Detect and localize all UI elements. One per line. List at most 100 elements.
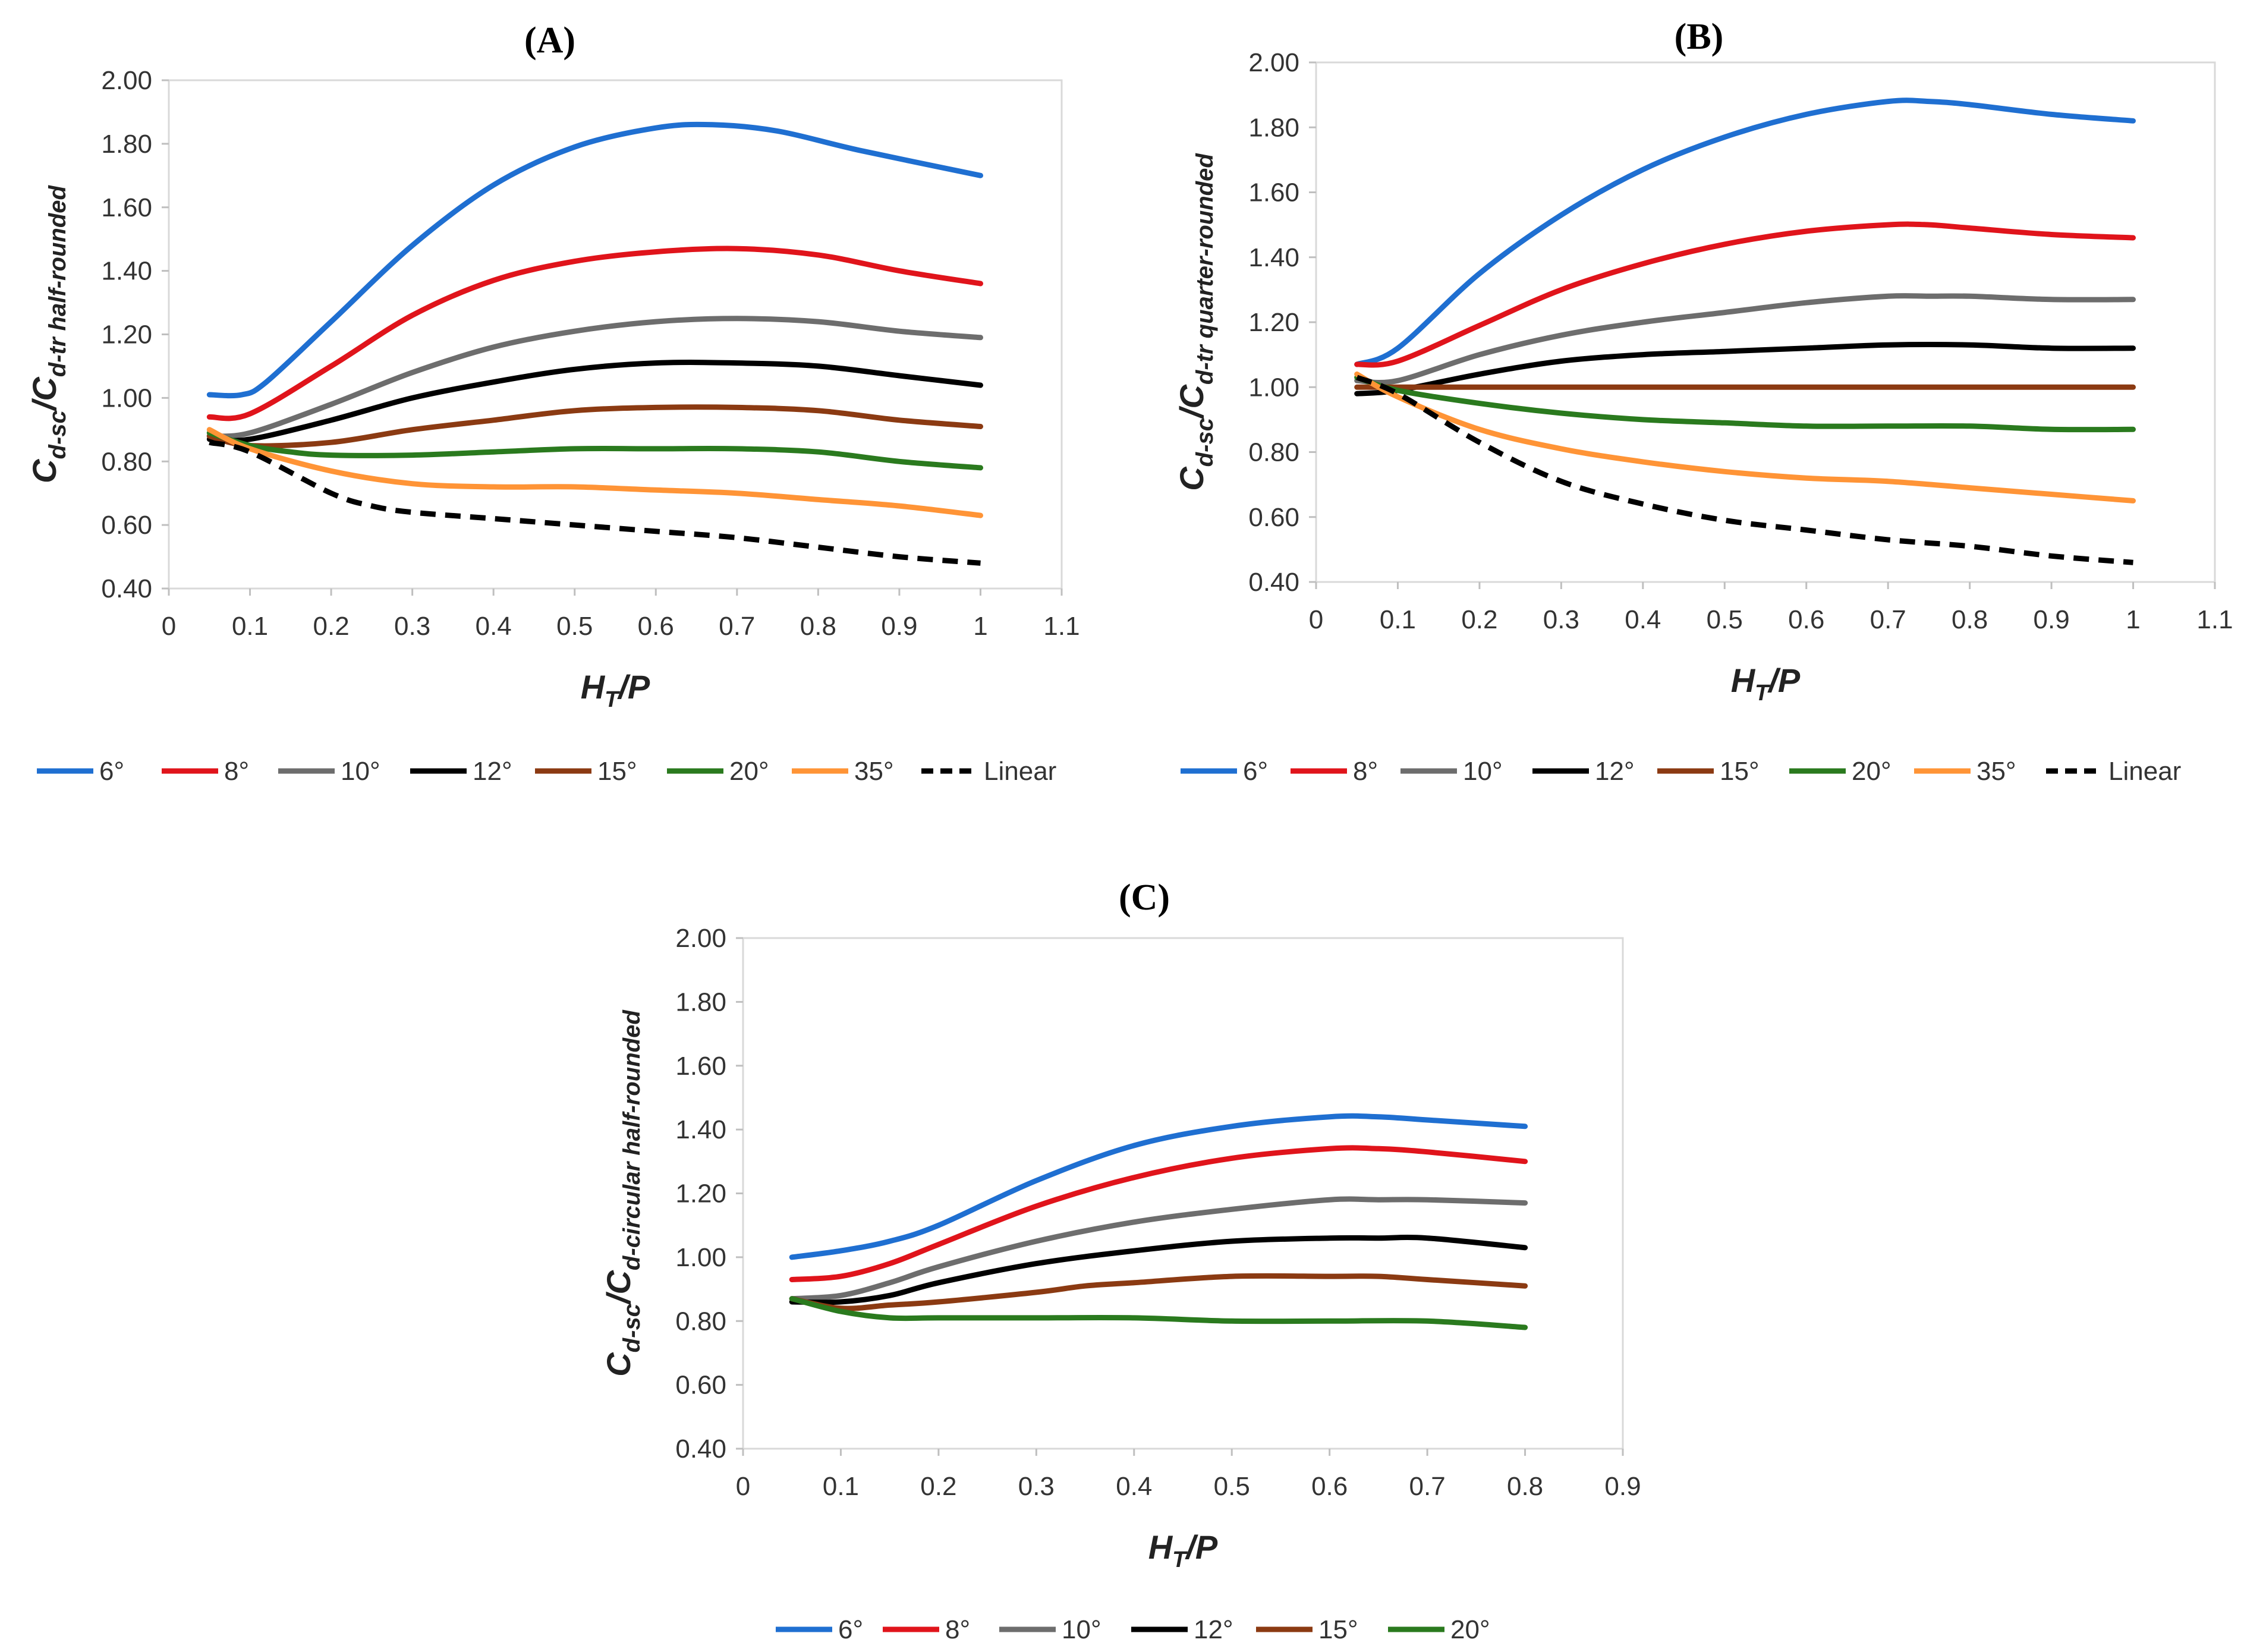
- panel-c-x-tick-label: 0.8: [1507, 1472, 1543, 1501]
- panel-a-y-tick-label: 0.60: [101, 511, 152, 540]
- panel-c-y-tick-label: 0.80: [675, 1307, 726, 1336]
- panel-c-legend-item: 20°: [1388, 1615, 1490, 1644]
- panel-a-series-line-12deg: [206, 360, 983, 443]
- panel-b-legend-label: 6°: [1243, 757, 1268, 786]
- panel-a-x-tick-label: 0.4: [476, 612, 512, 641]
- panel-a-legend-label: 6°: [99, 757, 124, 786]
- panel-c-legend-label: 12°: [1194, 1615, 1233, 1644]
- panel-a-legend-label: 12°: [473, 757, 512, 786]
- panel-c-x-tick-label: 0.1: [823, 1472, 859, 1501]
- panel-a-series-line-6deg: [206, 121, 983, 399]
- panel-c-y-tick-label: 2.00: [675, 924, 726, 953]
- panel-b-legend-label: 35°: [1977, 757, 2016, 786]
- panel-c-legend-label: 20°: [1450, 1615, 1490, 1644]
- panel-c-x-tick-label: 0.4: [1116, 1472, 1152, 1501]
- panel-b-y-tick-label: 0.40: [1248, 568, 1299, 597]
- panel-b-x-tick-label: 1: [2126, 605, 2140, 634]
- panel-b-x-tick-label: 0.6: [1788, 605, 1824, 634]
- panel-b-legend-label: 10°: [1463, 757, 1503, 786]
- panel-c-y-tick-label: 1.40: [675, 1115, 726, 1144]
- panel-a-y-tick-label: 1.80: [101, 130, 152, 159]
- panel-b-legend-item: Linear: [2046, 757, 2181, 786]
- panel-b-legend-label: Linear: [2108, 757, 2181, 786]
- panel-a-x-tick-label: 0.8: [800, 612, 836, 641]
- panel-b-legend-item: 20°: [1789, 757, 1891, 786]
- panel-c-legend-item: 8°: [883, 1615, 970, 1644]
- panel-a-y-tick-label: 2.00: [101, 66, 152, 95]
- panel-b-x-tick-label: 0.2: [1461, 605, 1497, 634]
- panel-c-y-tick-label: 1.00: [675, 1243, 726, 1272]
- panel-a-y-tick-label: 1.40: [101, 257, 152, 286]
- panel-c-legend-label: 10°: [1062, 1615, 1101, 1644]
- panel-a-legend-item: Linear: [921, 757, 1056, 786]
- panel-a-x-tick-label: 0.6: [638, 612, 674, 641]
- panel-a-legend-item: 15°: [535, 757, 637, 786]
- panel-b-plot-area: [1315, 61, 2216, 583]
- panel-b-legend-label: 20°: [1852, 757, 1891, 786]
- panel-a-series-line-15deg: [206, 404, 983, 449]
- panel-b-x-tick-label: 0.4: [1625, 605, 1661, 634]
- panel-b-x-tick-label: 0.1: [1380, 605, 1416, 634]
- panel-b-series-line-8deg: [1354, 221, 2136, 368]
- panel-b-series-line-linear: [1356, 375, 2133, 565]
- panel-a-y-tick-label: 0.80: [101, 447, 152, 476]
- panel-b-x-tick-label: 0: [1309, 605, 1323, 634]
- panel-c-legend-item: 15°: [1256, 1615, 1358, 1644]
- panel-a-x-tick-label: 1: [973, 612, 987, 641]
- panel-b-x-tick-label: 0.7: [1870, 605, 1906, 634]
- panel-c-x-tick-label: 0.7: [1409, 1472, 1446, 1501]
- panel-c-legend-label: 8°: [945, 1615, 970, 1644]
- panel-c: (C)0.400.600.801.001.201.401.601.802.000…: [600, 877, 1641, 1644]
- panel-b-y-tick-label: 1.20: [1248, 308, 1299, 337]
- panel-a-x-tick-label: 0.3: [394, 612, 430, 641]
- panel-b-legend-item: 15°: [1657, 757, 1760, 786]
- panel-c-series-line-20deg: [789, 1296, 1528, 1330]
- panel-b-series-line-10deg: [1354, 293, 2136, 386]
- panel-c-x-tick-label: 0.5: [1214, 1472, 1250, 1501]
- panel-c-series-line-10deg: [789, 1196, 1528, 1302]
- panel-b-x-tick-label: 0.5: [1707, 605, 1743, 634]
- panel-b-y-tick-label: 1.60: [1248, 178, 1299, 207]
- panel-b-legend-label: 12°: [1595, 757, 1635, 786]
- panel-a-legend-label: 15°: [597, 757, 637, 786]
- panel-c-legend-item: 10°: [999, 1615, 1101, 1644]
- panel-b-series-line-12deg: [1354, 342, 2136, 397]
- panel-a-legend-item: 20°: [667, 757, 769, 786]
- panel-c-series-line-8deg: [789, 1145, 1528, 1282]
- panel-c-legend-label: 6°: [838, 1615, 863, 1644]
- panel-a-y-tick-label: 1.60: [101, 193, 152, 222]
- panel-c-legend-item: 12°: [1131, 1615, 1233, 1644]
- panel-b-legend-label: 15°: [1720, 757, 1760, 786]
- panel-a-x-tick-label: 0.1: [232, 612, 268, 641]
- panel-a-legend-item: 12°: [410, 757, 512, 786]
- panel-a-y-tick-label: 1.00: [101, 383, 152, 413]
- panel-a-x-axis-title: HT/P: [581, 668, 650, 712]
- panel-a-legend-item: 8°: [162, 757, 249, 786]
- panel-a-legend-item: 10°: [278, 757, 380, 786]
- panel-b-legend-item: 10°: [1400, 757, 1503, 786]
- panel-a-legend-item: 6°: [37, 757, 124, 786]
- panel-b: (B)0.400.600.801.001.201.401.601.802.000…: [1173, 17, 2233, 786]
- panel-c-series-line-12deg: [789, 1235, 1528, 1305]
- panel-b-y-axis-title: Cd-sc/Cd-tr quarter-rounded: [1173, 153, 1218, 491]
- panel-a-legend-label: Linear: [984, 757, 1056, 786]
- panel-a-y-axis-title: Cd-sc/Cd-tr half-rounded: [26, 185, 71, 483]
- panel-c-x-tick-label: 0.3: [1018, 1472, 1055, 1501]
- panel-a-x-tick-label: 1.1: [1043, 612, 1079, 641]
- panel-a-x-tick-label: 0.9: [881, 612, 917, 641]
- panel-b-y-tick-label: 1.80: [1248, 113, 1299, 142]
- panel-b-x-tick-label: 1.1: [2196, 605, 2233, 634]
- panel-c-legend-item: 6°: [776, 1615, 863, 1644]
- panel-c-series-line-15deg: [789, 1273, 1528, 1311]
- panel-a-series-line-8deg: [206, 246, 983, 421]
- panel-a-series-line-linear: [209, 439, 981, 566]
- panel-b-y-tick-label: 2.00: [1248, 48, 1299, 77]
- panel-b-legend-item: 12°: [1532, 757, 1635, 786]
- panel-c-x-tick-label: 0.6: [1311, 1472, 1348, 1501]
- panel-a-y-tick-label: 0.40: [101, 574, 152, 603]
- panel-b-x-tick-label: 0.9: [2034, 605, 2070, 634]
- panel-c-legend-label: 15°: [1318, 1615, 1358, 1644]
- panel-b-title: (B): [1675, 17, 1724, 57]
- panel-a-y-tick-label: 1.20: [101, 320, 152, 350]
